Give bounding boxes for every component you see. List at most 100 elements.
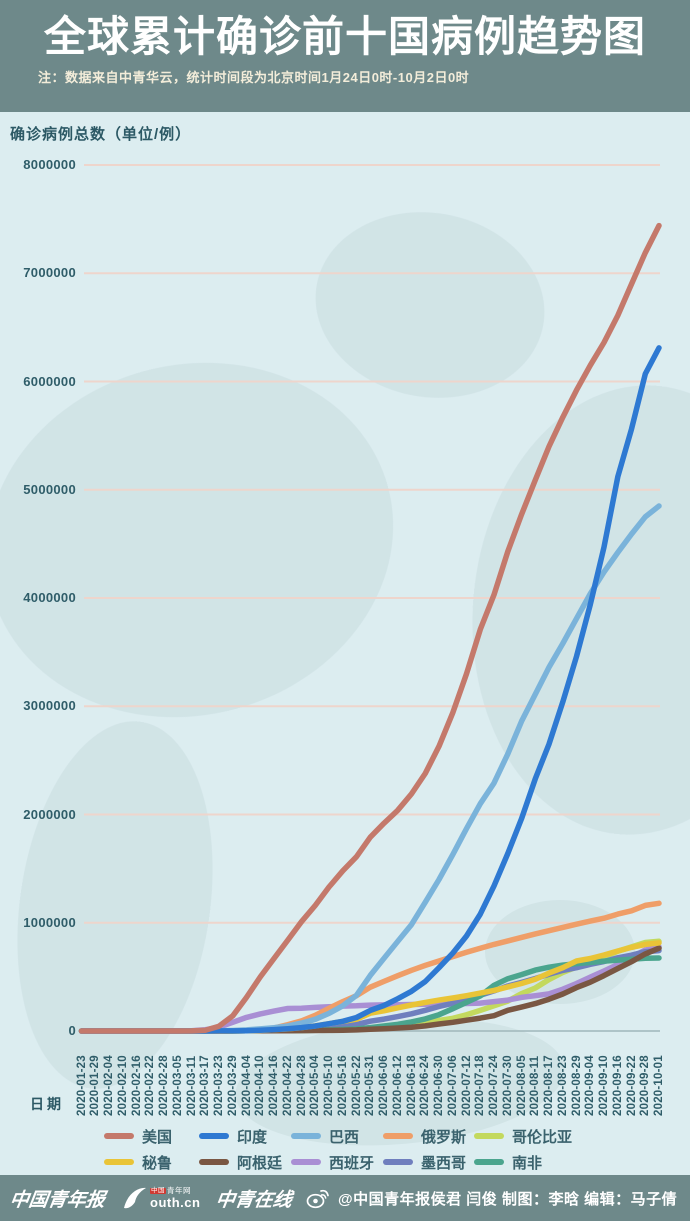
x-tick-label: 2020-01-23	[75, 1055, 88, 1116]
x-tick-label: 2020-07-24	[488, 1055, 500, 1116]
x-tick-label: 2020-07-06	[446, 1055, 459, 1116]
x-tick-label: 2020-04-28	[295, 1055, 308, 1116]
y-tick-label: 7000000	[23, 265, 76, 281]
x-tick-label: 2020-09-16	[611, 1055, 624, 1116]
x-tick-label: 2020-03-05	[171, 1055, 184, 1116]
youth-cn-top-label: 青年网	[167, 1186, 192, 1196]
x-tick-label: 2020-05-16	[336, 1055, 349, 1116]
x-tick-label: 2020-03-11	[185, 1055, 198, 1116]
legend-label: 墨西哥	[421, 1154, 467, 1172]
y-tick-label: 5000000	[23, 481, 76, 497]
legend-swatch-icon	[104, 1133, 134, 1139]
legend-item: 俄罗斯	[383, 1128, 467, 1146]
y-tick-label: 1000000	[23, 914, 76, 930]
legend-label: 秘鲁	[142, 1154, 173, 1172]
y-tick-label: 3000000	[23, 698, 76, 714]
y-axis-title: 确诊病例总数（单位/例）	[10, 126, 192, 143]
x-tick-label: 2020-02-10	[116, 1055, 129, 1116]
zhongqing-online-logo: 中青在线	[214, 1189, 294, 1211]
x-tick-label: 2020-05-04	[309, 1055, 322, 1116]
dove-icon	[124, 1187, 147, 1209]
youth-cn-logo: 中国 青年网 outh.cn	[121, 1185, 200, 1211]
x-tick-label: 2020-04-04	[240, 1055, 253, 1116]
x-tick-label: 2020-08-17	[543, 1055, 555, 1116]
series-line-美国	[78, 222, 662, 1034]
legend-swatch-icon	[383, 1133, 413, 1139]
legend-label: 西班牙	[329, 1154, 375, 1172]
legend-item: 印度	[199, 1128, 268, 1146]
x-tick-label: 2020-04-16	[268, 1055, 280, 1116]
legend-label: 南非	[512, 1154, 543, 1172]
x-tick-label: 2020-06-12	[391, 1055, 404, 1116]
x-tick-label: 2020-02-28	[158, 1055, 170, 1116]
footer-logos: 中国青年报 中国 青年网 outh.cn 中青在线	[8, 1175, 294, 1221]
legend-label: 哥伦比亚	[512, 1128, 573, 1146]
legend-label: 巴西	[329, 1128, 360, 1146]
x-tick-label: 2020-06-24	[419, 1055, 432, 1116]
youth-cn-red-box: 中国	[150, 1186, 167, 1195]
china-youth-daily-logo: 中国青年报	[8, 1189, 107, 1211]
world-map-watermark	[0, 212, 690, 1146]
x-tick-label: 2020-10-01	[653, 1055, 665, 1116]
y-tick-label: 8000000	[23, 157, 76, 172]
y-tick-label: 0	[68, 1023, 76, 1038]
weibo-icon	[306, 1189, 329, 1209]
legend-item: 哥伦比亚	[474, 1128, 573, 1146]
legend-item: 秘鲁	[104, 1154, 173, 1172]
legend-item: 墨西哥	[383, 1154, 467, 1172]
y-tick-label: 6000000	[23, 373, 76, 389]
credit-text: @中国青年报侯君 闫俊 制图：李晗 编辑：马子倩	[338, 1190, 678, 1208]
legend-swatch-icon	[474, 1133, 504, 1139]
x-tick-label: 2020-07-18	[474, 1055, 487, 1116]
legend-item: 美国	[104, 1128, 173, 1146]
map-blob	[17, 721, 213, 1089]
map-blob	[235, 1018, 565, 1146]
x-tick-label: 2020-03-23	[213, 1055, 225, 1116]
x-tick-label: 2020-07-30	[501, 1055, 514, 1116]
x-tick-label: 2020-01-29	[89, 1055, 102, 1116]
header-note: 注：数据来自中青华云，统计时间段为北京时间1月24日0时-10月2日0时	[38, 70, 470, 86]
x-tick-label: 2020-05-10	[323, 1055, 335, 1116]
legend-swatch-icon	[199, 1133, 229, 1139]
page-title: 全球累计确诊前十国病例趋势图	[43, 13, 646, 60]
x-tick-label: 2020-07-12	[460, 1055, 473, 1116]
legend-swatch-icon	[104, 1159, 134, 1165]
x-tick-label: 2020-06-18	[405, 1055, 418, 1116]
x-tick-label: 2020-09-04	[584, 1055, 597, 1116]
legend-swatch-icon	[199, 1159, 229, 1165]
x-tick-label: 2020-04-10	[254, 1055, 267, 1116]
x-tick-label: 2020-04-22	[281, 1055, 294, 1116]
footer-banner: 中国青年报 中国 青年网 outh.cn 中青在线	[0, 1175, 690, 1221]
x-tick-label: 2020-05-31	[364, 1055, 377, 1116]
legend-label: 阿根廷	[237, 1154, 283, 1172]
legend-item: 巴西	[291, 1128, 360, 1146]
x-tick-label: 2020-09-22	[625, 1055, 638, 1116]
x-tick-label: 2020-06-06	[378, 1055, 390, 1116]
x-tick-label: 2020-02-22	[144, 1055, 157, 1116]
youth-cn-url: outh.cn	[150, 1194, 201, 1210]
legend-item: 西班牙	[291, 1154, 375, 1172]
legend-swatch-icon	[383, 1159, 413, 1165]
x-tick-label: 2020-08-23	[556, 1055, 569, 1116]
x-tick-label: 2020-08-29	[570, 1055, 583, 1116]
x-tick-label: 2020-06-30	[433, 1055, 445, 1116]
map-blob	[315, 212, 545, 398]
legend-label: 印度	[237, 1128, 268, 1146]
x-tick-label: 2020-09-10	[598, 1055, 610, 1116]
legend-label: 美国	[142, 1128, 173, 1146]
x-tick-label: 2020-08-05	[515, 1055, 528, 1116]
x-tick-label: 2020-05-22	[350, 1055, 363, 1116]
map-blob	[0, 362, 394, 718]
footer-credit: @中国青年报侯君 闫俊 制图：李晗 编辑：马子倩	[306, 1175, 677, 1221]
legend-item: 南非	[474, 1154, 543, 1172]
x-tick-label: 2020-08-11	[529, 1055, 542, 1116]
x-tick-label: 2020-03-29	[226, 1055, 239, 1116]
legend-label: 俄罗斯	[421, 1128, 467, 1146]
legend-swatch-icon	[291, 1133, 321, 1139]
legend-swatch-icon	[474, 1159, 504, 1165]
y-tick-label: 4000000	[23, 590, 76, 605]
y-tick-label: 2000000	[23, 806, 76, 822]
x-tick-label: 2020-02-16	[130, 1055, 143, 1116]
